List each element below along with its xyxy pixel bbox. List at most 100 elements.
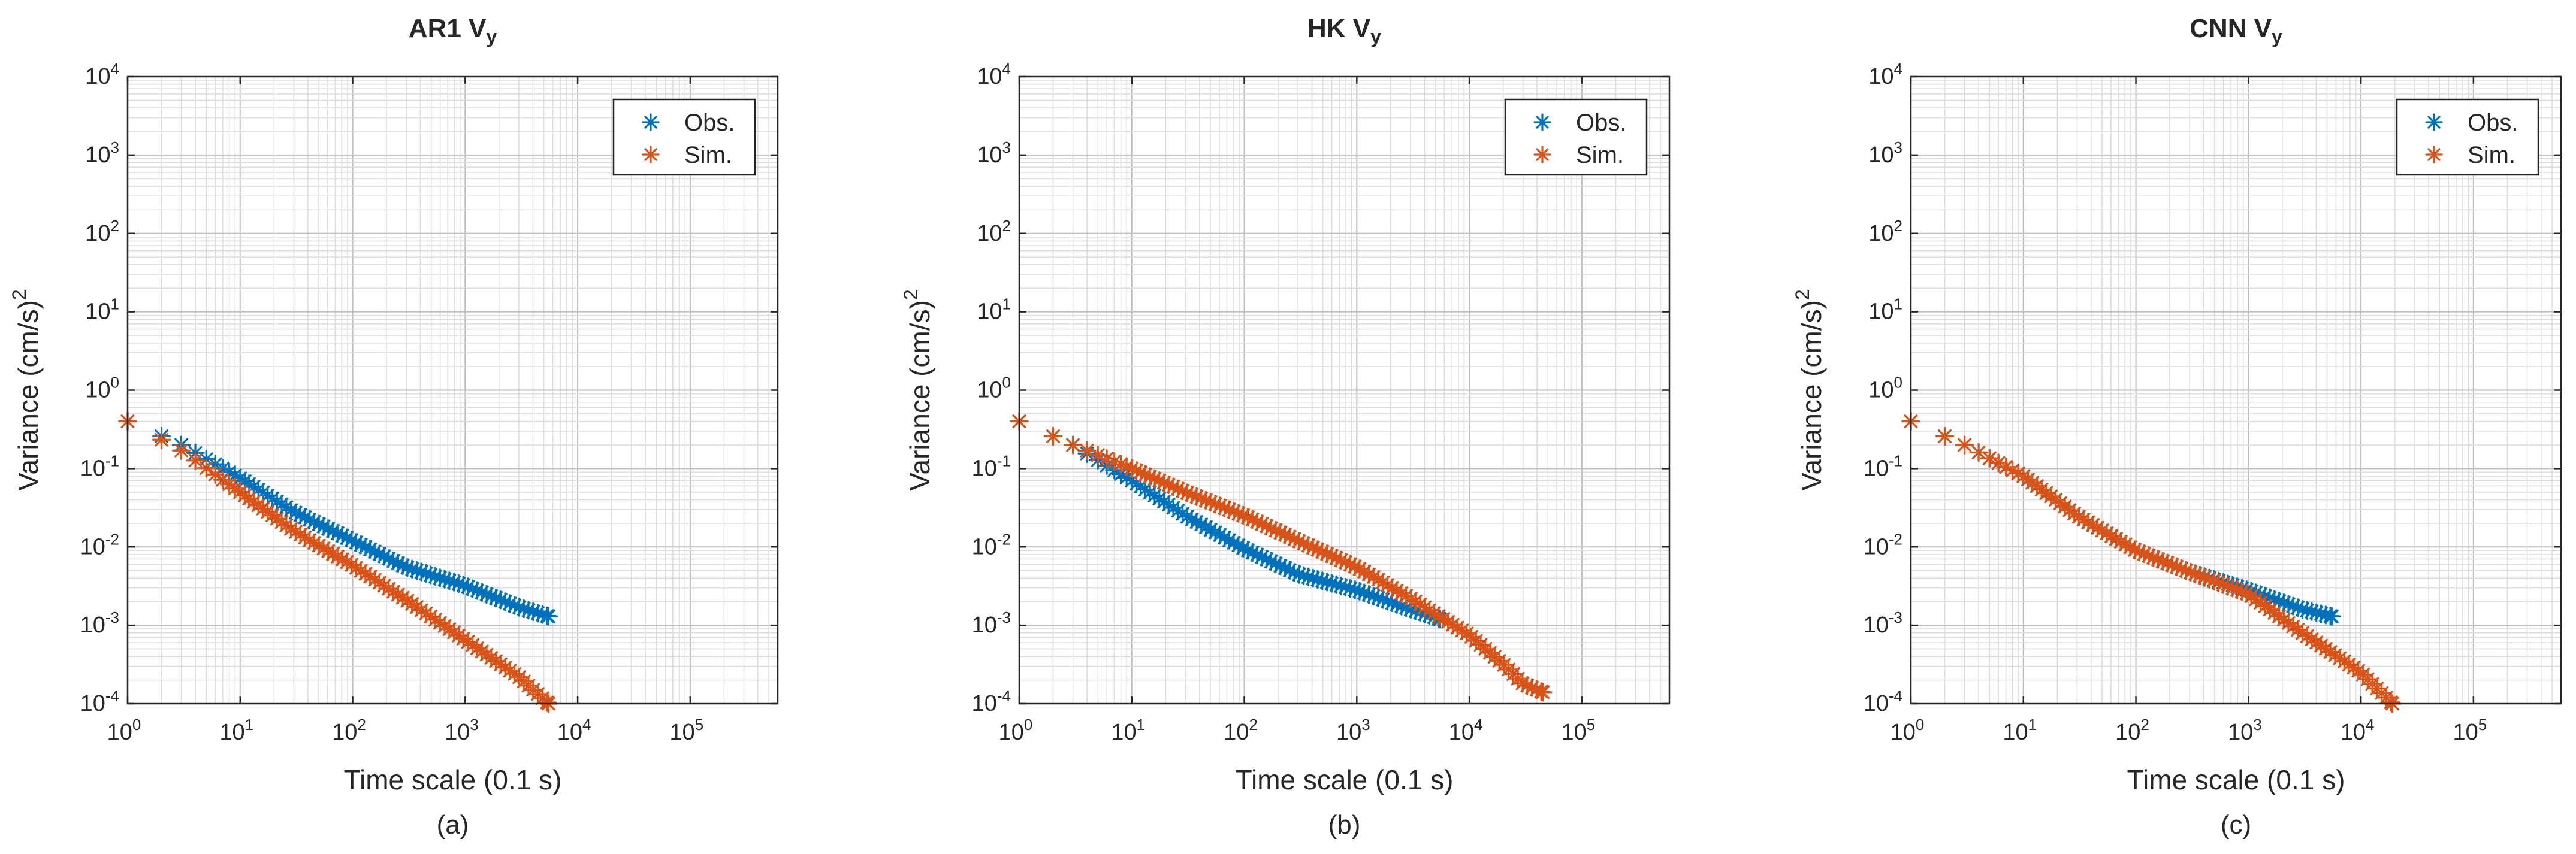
y-tick-label: 10-2 — [1864, 530, 1902, 559]
legend-marker — [2425, 113, 2443, 131]
legend: Obs. Sim. — [2396, 98, 2539, 176]
x-tick-label: 102 — [2115, 716, 2149, 745]
y-tick-label: 103 — [977, 138, 1011, 168]
legend-label: Obs. — [2468, 110, 2518, 136]
panel-label: (c) — [2221, 810, 2251, 840]
x-tick-label: 102 — [332, 716, 366, 745]
x-tick-label: 105 — [670, 716, 704, 745]
series-sim — [1010, 411, 1553, 702]
data-point — [2322, 607, 2341, 626]
y-tick-label: 102 — [977, 217, 1011, 246]
x-tick-label: 104 — [557, 716, 591, 745]
y-tick-label: 100 — [977, 374, 1011, 403]
y-tick-label: 101 — [1868, 295, 1902, 325]
x-tick-label: 103 — [1336, 716, 1370, 745]
x-tick-label: 100 — [1891, 716, 1925, 745]
data-point — [505, 664, 524, 683]
y-tick-label: 104 — [1868, 60, 1902, 89]
series-sim — [1901, 411, 2402, 713]
x-axis-label: Time scale (0.1 s) — [2127, 764, 2345, 795]
y-tick-label: 103 — [1868, 138, 1902, 168]
legend-label: Sim. — [1576, 142, 1624, 168]
series-obs — [118, 411, 558, 626]
legend: Obs. Sim. — [1504, 98, 1648, 176]
y-tick-label: 10-4 — [80, 687, 119, 716]
legend-marker — [642, 113, 660, 131]
legend-marker — [1533, 146, 1551, 163]
grid — [127, 76, 778, 704]
legend-box — [1504, 98, 1648, 176]
y-axis-label: Variance (cm/s)2 — [8, 289, 44, 490]
x-tick-label: 101 — [2003, 716, 2037, 745]
data-point — [1935, 426, 1955, 446]
y-tick-label: 101 — [85, 295, 119, 325]
data-point — [539, 607, 558, 626]
legend-marker — [1533, 113, 1551, 131]
data-point — [1969, 443, 1988, 462]
x-axis-label: Time scale (0.1 s) — [344, 764, 562, 795]
chart-panel-3: 100 101 102 103 104 105 10-4 10-3 10-2 10-1 100 101… — [1792, 14, 2562, 840]
y-tick-label: 10-1 — [972, 452, 1011, 481]
x-tick-label: 103 — [2228, 716, 2262, 745]
x-axis: 100 101 102 103 104 105 — [107, 77, 704, 745]
y-tick-label: 10-3 — [1864, 608, 1902, 638]
data-point — [1063, 435, 1083, 455]
legend-label: Obs. — [1576, 110, 1626, 136]
x-axis-label: Time scale (0.1 s) — [1236, 764, 1454, 795]
grid — [1910, 76, 2562, 704]
x-tick-label: 104 — [2341, 716, 2375, 745]
data-point — [2344, 658, 2363, 677]
legend-box — [612, 98, 756, 176]
data-point — [1533, 683, 1553, 702]
panel-label: (a) — [437, 810, 469, 840]
y-axis: 10-4 10-3 10-2 10-1 100 101 102 103 104 — [972, 60, 1669, 716]
legend-box — [2396, 98, 2539, 176]
data-point — [171, 441, 191, 460]
y-tick-label: 102 — [1868, 217, 1902, 246]
chart-title: HK Vy — [1307, 14, 1381, 47]
y-tick-label: 102 — [85, 217, 119, 246]
y-tick-label: 10-2 — [972, 530, 1011, 559]
y-tick-label: 10-1 — [80, 452, 119, 481]
y-tick-label: 100 — [1868, 374, 1902, 403]
x-tick-label: 101 — [219, 716, 253, 745]
legend-label: Obs. — [684, 110, 735, 136]
y-tick-label: 100 — [85, 374, 119, 403]
y-tick-label: 10-2 — [80, 530, 119, 559]
x-tick-label: 100 — [107, 716, 141, 745]
x-axis: 100 101 102 103 104 105 — [1891, 77, 2487, 745]
data-point — [1955, 435, 1974, 455]
y-tick-label: 10-3 — [972, 608, 1011, 638]
chart-panel-1: 100 101 102 103 104 105 10-4 10-3 10-2 10-1 100 101… — [8, 14, 779, 840]
legend-label: Sim. — [2468, 142, 2515, 168]
x-tick-label: 101 — [1111, 716, 1145, 745]
x-tick-label: 104 — [1449, 716, 1483, 745]
y-axis: 10-4 10-3 10-2 10-1 100 101 102 103 104 — [1864, 60, 2561, 716]
panel-label: (b) — [1328, 810, 1361, 840]
grid — [1019, 76, 1670, 704]
x-tick-label: 105 — [1562, 716, 1596, 745]
chart-panel-2: 100 101 102 103 104 105 10-4 10-3 10-2 10-1 100 101… — [900, 14, 1671, 840]
y-tick-label: 101 — [977, 295, 1011, 325]
series-obs — [1010, 411, 1449, 629]
legend-marker — [642, 146, 660, 163]
x-axis: 100 101 102 103 104 105 — [999, 77, 1596, 745]
y-tick-label: 104 — [85, 60, 119, 89]
y-axis: 10-4 10-3 10-2 10-1 100 101 102 103 104 — [80, 60, 778, 716]
legend-marker — [2425, 146, 2443, 163]
y-axis-label: Variance (cm/s)2 — [900, 289, 935, 490]
data-point — [1980, 449, 1999, 468]
y-tick-label: 10-4 — [1864, 687, 1902, 716]
series-sim — [118, 411, 558, 713]
x-tick-label: 102 — [1224, 716, 1258, 745]
legend: Obs. Sim. — [612, 98, 756, 176]
x-tick-label: 103 — [445, 716, 479, 745]
y-tick-label: 103 — [85, 138, 119, 168]
legend-label: Sim. — [684, 142, 732, 168]
x-tick-label: 100 — [999, 716, 1033, 745]
y-tick-label: 10-3 — [80, 608, 119, 638]
y-tick-label: 104 — [977, 60, 1011, 89]
x-tick-label: 105 — [2453, 716, 2487, 745]
data-point — [152, 430, 171, 449]
data-point — [186, 451, 205, 470]
